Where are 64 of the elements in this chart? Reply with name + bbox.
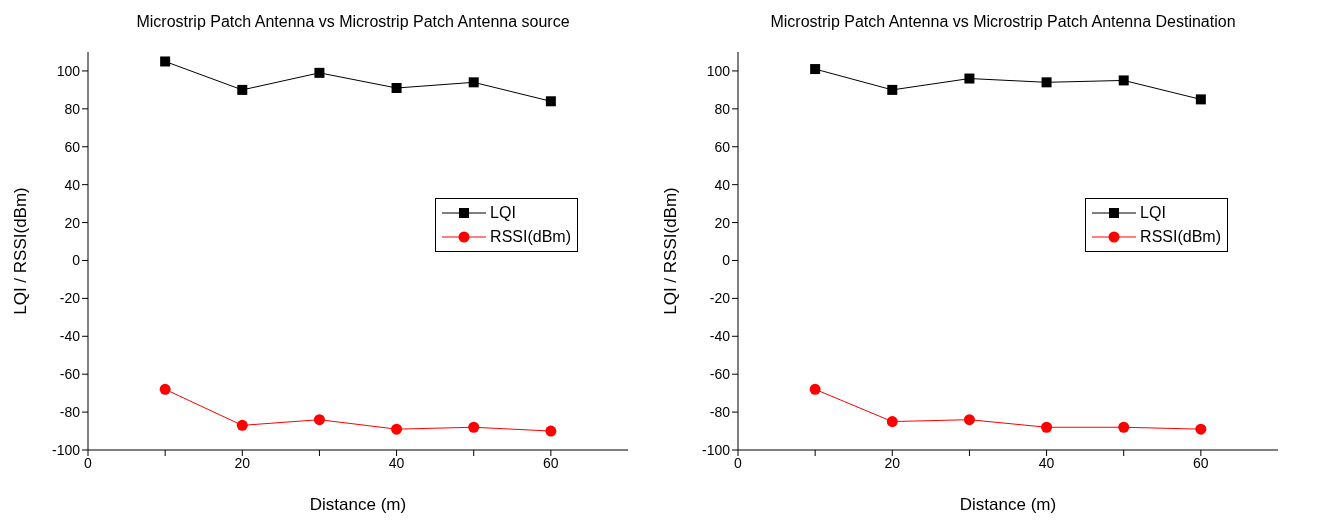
y-tick-label: 40 xyxy=(714,176,731,193)
x-tick-label: 60 xyxy=(543,454,559,471)
point xyxy=(468,77,479,88)
y-tick-label: -60 xyxy=(59,366,81,383)
x-tick-label: 20 xyxy=(884,454,901,471)
y-axis-title: LQI / RSSI(dBm) xyxy=(11,187,31,315)
point xyxy=(545,96,556,107)
chart-title: Microstrip Patch Antenna vs Microstrip Patch Antenna Destination xyxy=(769,12,1237,32)
y-tick-label: 80 xyxy=(64,100,81,117)
legend-label: RSSI(dBm) xyxy=(490,228,571,246)
point xyxy=(391,423,403,435)
point xyxy=(886,416,898,428)
point xyxy=(313,414,325,426)
legend-label: LQI xyxy=(1140,204,1166,222)
y-tick-label: -40 xyxy=(709,328,731,345)
y-tick-label: -80 xyxy=(709,404,731,421)
x-tick-label: 60 xyxy=(1193,454,1209,471)
point xyxy=(391,83,402,94)
point xyxy=(1118,421,1130,433)
y-tick-label: -100 xyxy=(701,441,731,458)
point xyxy=(314,67,325,78)
y-tick-label: -60 xyxy=(709,366,731,383)
y-tick-label: 60 xyxy=(64,138,81,155)
point xyxy=(160,56,171,67)
y-tick-label: 60 xyxy=(714,138,731,155)
x-tick-label: 20 xyxy=(234,454,251,471)
y-tick-label: -20 xyxy=(59,290,81,307)
point xyxy=(810,64,821,75)
y-tick-label: -40 xyxy=(59,328,81,345)
x-tick-label: 0 xyxy=(84,454,93,471)
point xyxy=(237,84,248,95)
point xyxy=(468,421,480,433)
point xyxy=(236,419,248,431)
x-axis-title: Distance (m) xyxy=(309,495,407,514)
point xyxy=(809,383,821,395)
x-axis-title: Distance (m) xyxy=(959,495,1057,514)
x-tick-label: 40 xyxy=(1038,454,1055,471)
chart-title: Microstrip Patch Antenna vs Microstrip Patch Antenna source xyxy=(135,12,571,32)
point xyxy=(545,425,557,437)
point xyxy=(1195,423,1207,435)
y-tick-label: 40 xyxy=(64,176,81,193)
y-tick-label: 20 xyxy=(714,214,731,231)
point xyxy=(887,84,898,95)
point xyxy=(1118,75,1129,86)
y-axis-title: LQI / RSSI(dBm) xyxy=(661,187,681,315)
legend-label: LQI xyxy=(490,204,516,222)
y-tick-label: 20 xyxy=(64,214,81,231)
y-tick-label: -80 xyxy=(59,404,81,421)
y-tick-label: 100 xyxy=(56,62,81,79)
y-tick-label: 80 xyxy=(714,100,731,117)
y-tick-label: -20 xyxy=(709,290,731,307)
y-tick-label: 0 xyxy=(72,252,81,269)
point xyxy=(963,414,975,426)
point xyxy=(159,383,171,395)
x-tick-label: 0 xyxy=(734,454,743,471)
y-tick-label: 0 xyxy=(722,252,731,269)
point xyxy=(1041,77,1052,88)
y-tick-label: 100 xyxy=(706,62,731,79)
x-tick-label: 40 xyxy=(388,454,405,471)
point xyxy=(1041,421,1053,433)
point xyxy=(964,73,975,84)
point xyxy=(1195,94,1206,105)
y-tick-label: -100 xyxy=(51,441,81,458)
legend-label: RSSI(dBm) xyxy=(1140,228,1221,246)
